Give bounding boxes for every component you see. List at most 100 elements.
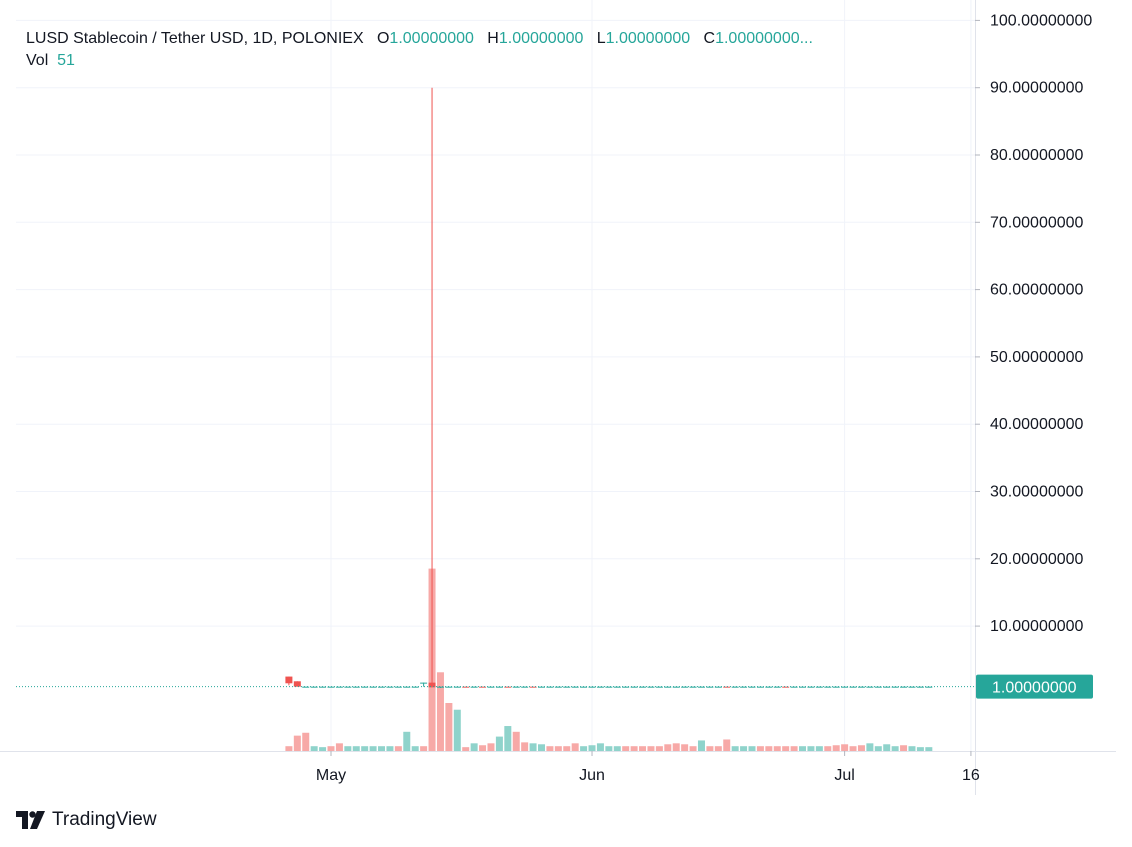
candle-body bbox=[908, 686, 916, 688]
volume-bar bbox=[639, 746, 647, 751]
volume-bar bbox=[529, 743, 537, 751]
ohlc-row: LUSD Stablecoin / Tether USD, 1D, POLONI… bbox=[26, 28, 813, 50]
candle-body bbox=[479, 686, 487, 688]
volume-bar bbox=[799, 746, 807, 751]
price-tick-label: 80.00000000 bbox=[990, 147, 1084, 164]
candle-body bbox=[832, 686, 840, 688]
volume-bar bbox=[310, 746, 318, 751]
volume-bar bbox=[740, 746, 748, 751]
candle-body bbox=[605, 686, 613, 688]
volume-bar bbox=[554, 746, 562, 751]
candle-body bbox=[571, 686, 579, 688]
volume-bar bbox=[841, 744, 849, 751]
volume-bar bbox=[369, 746, 377, 751]
volume-bar bbox=[908, 746, 916, 751]
candle-body bbox=[504, 686, 512, 688]
candle-body bbox=[285, 676, 293, 684]
time-tick-label: Jul bbox=[834, 767, 854, 784]
candle-body bbox=[815, 686, 823, 688]
volume-bar bbox=[815, 746, 823, 751]
candle-body bbox=[470, 686, 478, 688]
symbol-title: LUSD Stablecoin / Tether USD, 1D, POLONI… bbox=[26, 30, 364, 47]
volume-bar bbox=[588, 745, 596, 751]
volume-bar bbox=[697, 740, 705, 751]
candle-body bbox=[681, 686, 689, 688]
volume-bar bbox=[900, 745, 908, 751]
price-tick-label: 60.00000000 bbox=[990, 282, 1084, 299]
volume-bar bbox=[790, 746, 798, 751]
time-tick-label: 16 bbox=[962, 767, 980, 784]
volume-bar bbox=[546, 746, 554, 751]
high-value: 1.00000000 bbox=[498, 30, 584, 47]
candle-body bbox=[857, 686, 865, 688]
volume-bar bbox=[563, 746, 571, 751]
candle-body bbox=[462, 686, 470, 688]
volume-bar bbox=[866, 743, 874, 751]
volume-bar bbox=[293, 735, 301, 751]
price-tick-label: 50.00000000 bbox=[990, 349, 1084, 366]
candle-body bbox=[807, 686, 815, 688]
volume-bar bbox=[479, 745, 487, 751]
candle-body bbox=[639, 686, 647, 688]
volume-bar bbox=[824, 746, 832, 751]
volume-bar bbox=[335, 743, 343, 751]
volume-bar bbox=[344, 746, 352, 751]
candle-body bbox=[697, 686, 705, 688]
chart-legend: LUSD Stablecoin / Tether USD, 1D, POLONI… bbox=[26, 28, 813, 72]
volume-bar bbox=[512, 731, 520, 751]
candle-body bbox=[647, 686, 655, 688]
volume-bar bbox=[916, 747, 924, 751]
volume-bar bbox=[731, 746, 739, 751]
candle-body bbox=[689, 686, 697, 688]
candle-body bbox=[554, 686, 562, 688]
volume-bar bbox=[689, 746, 697, 751]
volume-bar bbox=[327, 746, 335, 751]
candle-body bbox=[740, 686, 748, 688]
volume-bar bbox=[832, 745, 840, 751]
volume-bar bbox=[504, 726, 512, 751]
candle-body bbox=[900, 686, 908, 688]
price-tick-label: 90.00000000 bbox=[990, 80, 1084, 97]
volume-bar bbox=[580, 746, 588, 751]
volume-bar bbox=[378, 746, 386, 751]
candle-body bbox=[546, 686, 554, 688]
candle-body bbox=[428, 682, 436, 688]
tradingview-logo[interactable]: TradingView bbox=[16, 809, 157, 831]
volume-bar bbox=[748, 746, 756, 751]
candle-body bbox=[824, 686, 832, 688]
volume-bar bbox=[521, 742, 529, 751]
time-tick-label: Jun bbox=[579, 767, 605, 784]
candle-body bbox=[874, 686, 882, 688]
volume-bar bbox=[605, 746, 613, 751]
candle-body bbox=[563, 686, 571, 688]
volume-value: 51 bbox=[57, 52, 75, 69]
volume-bar bbox=[756, 746, 764, 751]
price-tick-label: 20.00000000 bbox=[990, 551, 1084, 568]
candle-body bbox=[512, 686, 520, 688]
volume-bar bbox=[487, 743, 495, 751]
low-value: 1.00000000 bbox=[605, 30, 691, 47]
volume-bar bbox=[883, 744, 891, 751]
volume-bar bbox=[630, 746, 638, 751]
volume-bar bbox=[857, 745, 865, 751]
candle-body bbox=[394, 686, 402, 688]
volume-bar bbox=[538, 744, 545, 751]
volume-bar bbox=[664, 744, 672, 751]
volume-bar bbox=[647, 746, 655, 751]
volume-bar bbox=[420, 746, 428, 751]
volume-bar bbox=[723, 739, 731, 751]
candle-body bbox=[866, 686, 874, 688]
open-value: 1.00000000 bbox=[389, 30, 474, 47]
volume-bar bbox=[773, 746, 781, 751]
volume-bar bbox=[285, 746, 293, 751]
volume-bar bbox=[874, 746, 882, 751]
volume-bar bbox=[706, 746, 714, 751]
candle-body bbox=[596, 686, 604, 688]
low-label: L bbox=[596, 30, 606, 47]
tradingview-logo-icon bbox=[16, 811, 45, 829]
volume-bar bbox=[596, 743, 604, 751]
open-label: O bbox=[376, 30, 390, 47]
tradingview-logo-text: TradingView bbox=[52, 809, 157, 830]
volume-bar bbox=[571, 743, 579, 751]
